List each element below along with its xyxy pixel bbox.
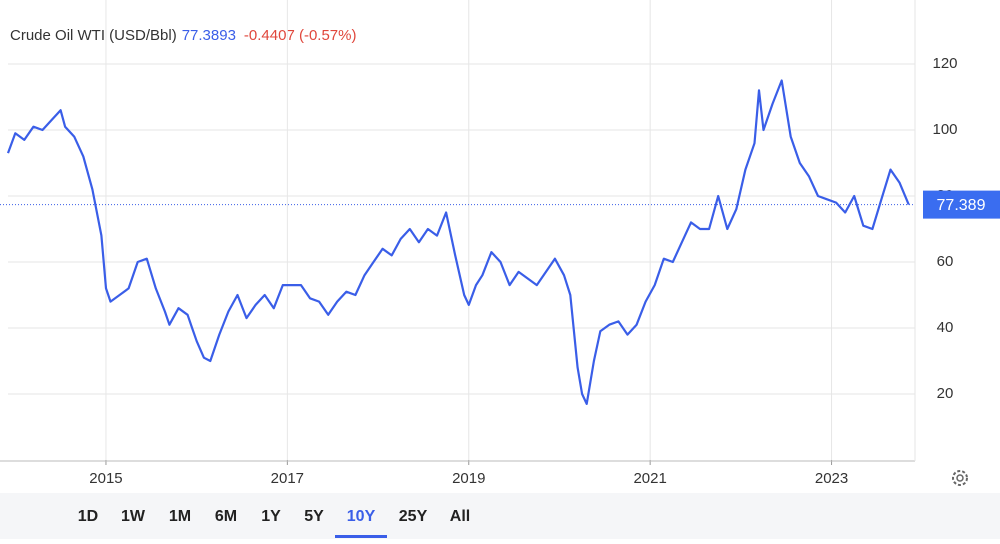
price-line: [6, 79, 910, 405]
range-button[interactable]: 1D: [78, 508, 98, 525]
range-button[interactable]: 25Y: [399, 508, 428, 525]
active-underline: [335, 535, 387, 538]
y-tick-label: 20: [937, 385, 954, 402]
range-button[interactable]: 1W: [121, 508, 146, 525]
x-tick-label: 2019: [452, 470, 485, 487]
range-button[interactable]: 1M: [169, 508, 191, 525]
y-tick-label: 40: [937, 319, 954, 336]
chart-title: Crude Oil WTI (USD/Bbl): [10, 27, 177, 44]
range-button[interactable]: 1Y: [261, 508, 281, 525]
y-tick-label: 100: [932, 121, 957, 138]
range-button[interactable]: 10Y: [347, 508, 376, 525]
price-change: -0.4407 (-0.57%): [244, 27, 357, 44]
last-value-label: 77.389: [937, 197, 986, 214]
range-button[interactable]: 5Y: [304, 508, 324, 525]
y-tick-label: 60: [937, 253, 954, 270]
range-button[interactable]: All: [450, 508, 470, 525]
settings-icon[interactable]: [952, 470, 968, 486]
last-price: 77.3893: [182, 27, 236, 44]
x-tick-label: 2015: [89, 470, 122, 487]
last-value-badge: [923, 190, 1000, 219]
range-bar: [0, 493, 1000, 539]
x-tick-label: 2017: [271, 470, 304, 487]
x-tick-label: 2023: [815, 470, 848, 487]
range-button[interactable]: 6M: [215, 508, 237, 525]
x-tick-label: 2021: [633, 470, 666, 487]
y-tick-label: 120: [932, 55, 957, 72]
